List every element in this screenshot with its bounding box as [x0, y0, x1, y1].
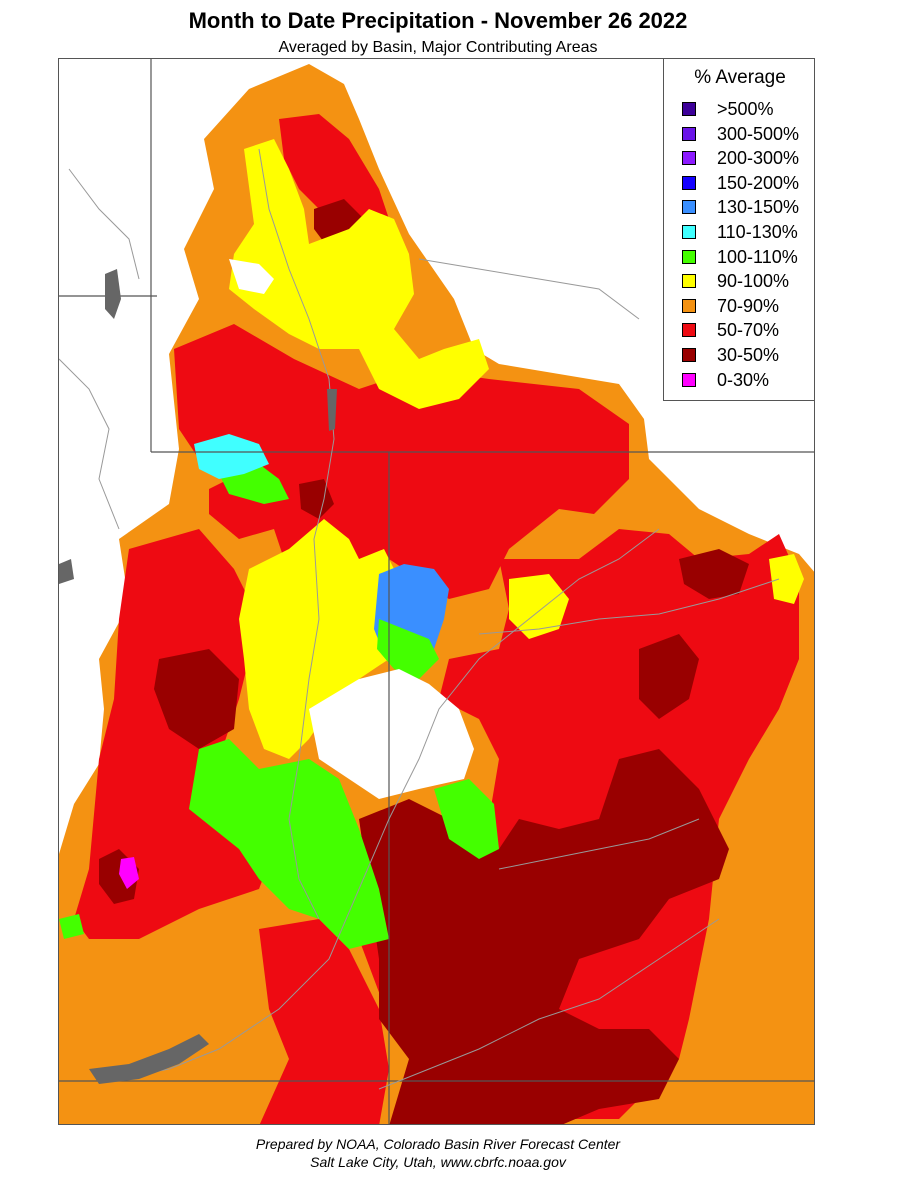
lake-west [105, 269, 121, 319]
legend-swatch [682, 151, 696, 166]
legend-swatch [682, 274, 696, 289]
lake-powell [89, 1034, 209, 1084]
legend-item: 50-70% [682, 320, 812, 342]
river-west-2 [68, 168, 140, 280]
legend-label: 110-130% [717, 222, 798, 242]
legend-item: 110-130% [682, 222, 812, 244]
basin-map-svg [59, 59, 814, 1124]
legend: % Average >500% 300-500% 200-300% 150-200% 1… [663, 58, 815, 401]
river-west-1 [59, 358, 120, 530]
white-gap-central [309, 669, 474, 799]
region-darkred-southeast [359, 749, 729, 1124]
region-yellow-north [229, 139, 489, 409]
region-darkred-ne [679, 549, 749, 599]
region-darkred-west [154, 649, 239, 749]
legend-swatch [682, 175, 696, 190]
legend-item: 200-300% [682, 148, 812, 170]
legend-swatch [682, 225, 696, 239]
region-yellow-ne [769, 554, 804, 604]
legend-item: >500% [682, 99, 812, 121]
legend-label: 130-150% [717, 197, 800, 218]
region-red-south [259, 919, 389, 1124]
legend-label: 50-70% [717, 320, 780, 341]
legend-swatch [682, 249, 696, 264]
legend-label: 30-50% [717, 345, 780, 365]
legend-item: 70-90% [682, 296, 812, 318]
river-gunnison [498, 818, 700, 870]
legend-swatch [682, 348, 696, 362]
legend-label: 70-90% [717, 295, 780, 316]
region-magenta [119, 857, 139, 889]
legend-item: 150-200% [682, 173, 812, 195]
legend-item: 130-150% [682, 197, 812, 219]
legend-item: 300-500% [682, 124, 812, 146]
legend-label: >500% [717, 99, 774, 119]
region-green-south [189, 739, 389, 949]
region-yellow-central [239, 519, 399, 759]
legend-item: 100-110% [682, 247, 812, 269]
basin-regions [59, 64, 814, 1124]
legend-label: 150-200% [717, 172, 800, 193]
lakes [59, 269, 337, 1084]
river-green [258, 148, 335, 920]
region-cyan [194, 434, 269, 479]
legend-item: 30-50% [682, 345, 812, 367]
legend-label: 100-110% [717, 246, 798, 267]
lake-sw [59, 559, 74, 584]
map-subtitle: Averaged by Basin, Major Contributing Ar… [278, 39, 598, 56]
legend-swatch [682, 323, 696, 338]
legend-swatch [682, 126, 696, 141]
region-green-southeast [434, 779, 499, 859]
legend-label: 300-500% [717, 123, 800, 144]
footer-line-1: Prepared by NOAA, Colorado Basin River F… [255, 1136, 621, 1152]
region-green-mid [377, 619, 439, 679]
region-red-main [174, 324, 629, 599]
legend-title: % Average [694, 67, 786, 88]
river-colorado [118, 528, 660, 1080]
legend-swatch [682, 298, 696, 313]
footer-line-2: Salt Lake City, Utah, www.cbrfc.noaa.gov [310, 1154, 566, 1170]
legend-swatch [682, 200, 696, 215]
river-san-juan [378, 918, 720, 1090]
river-yampa [478, 578, 780, 635]
rivers [59, 148, 780, 1090]
legend-item: 0-30% [682, 370, 812, 392]
white-gap-north [229, 259, 274, 294]
region-darkred-east [639, 634, 699, 719]
region-red-north [279, 114, 389, 234]
map-title: Month to Date Precipitation - November 2… [188, 8, 688, 33]
legend-swatch [682, 372, 696, 387]
legend-label: 0-30% [717, 369, 770, 390]
river-north [418, 258, 640, 320]
region-green-west [59, 914, 84, 939]
legend-label: 200-300% [717, 148, 800, 169]
lake-flaming-gorge [327, 389, 337, 431]
legend-item: 90-100% [682, 271, 812, 293]
legend-swatch [682, 102, 696, 116]
legend-label: 90-100% [717, 271, 790, 292]
